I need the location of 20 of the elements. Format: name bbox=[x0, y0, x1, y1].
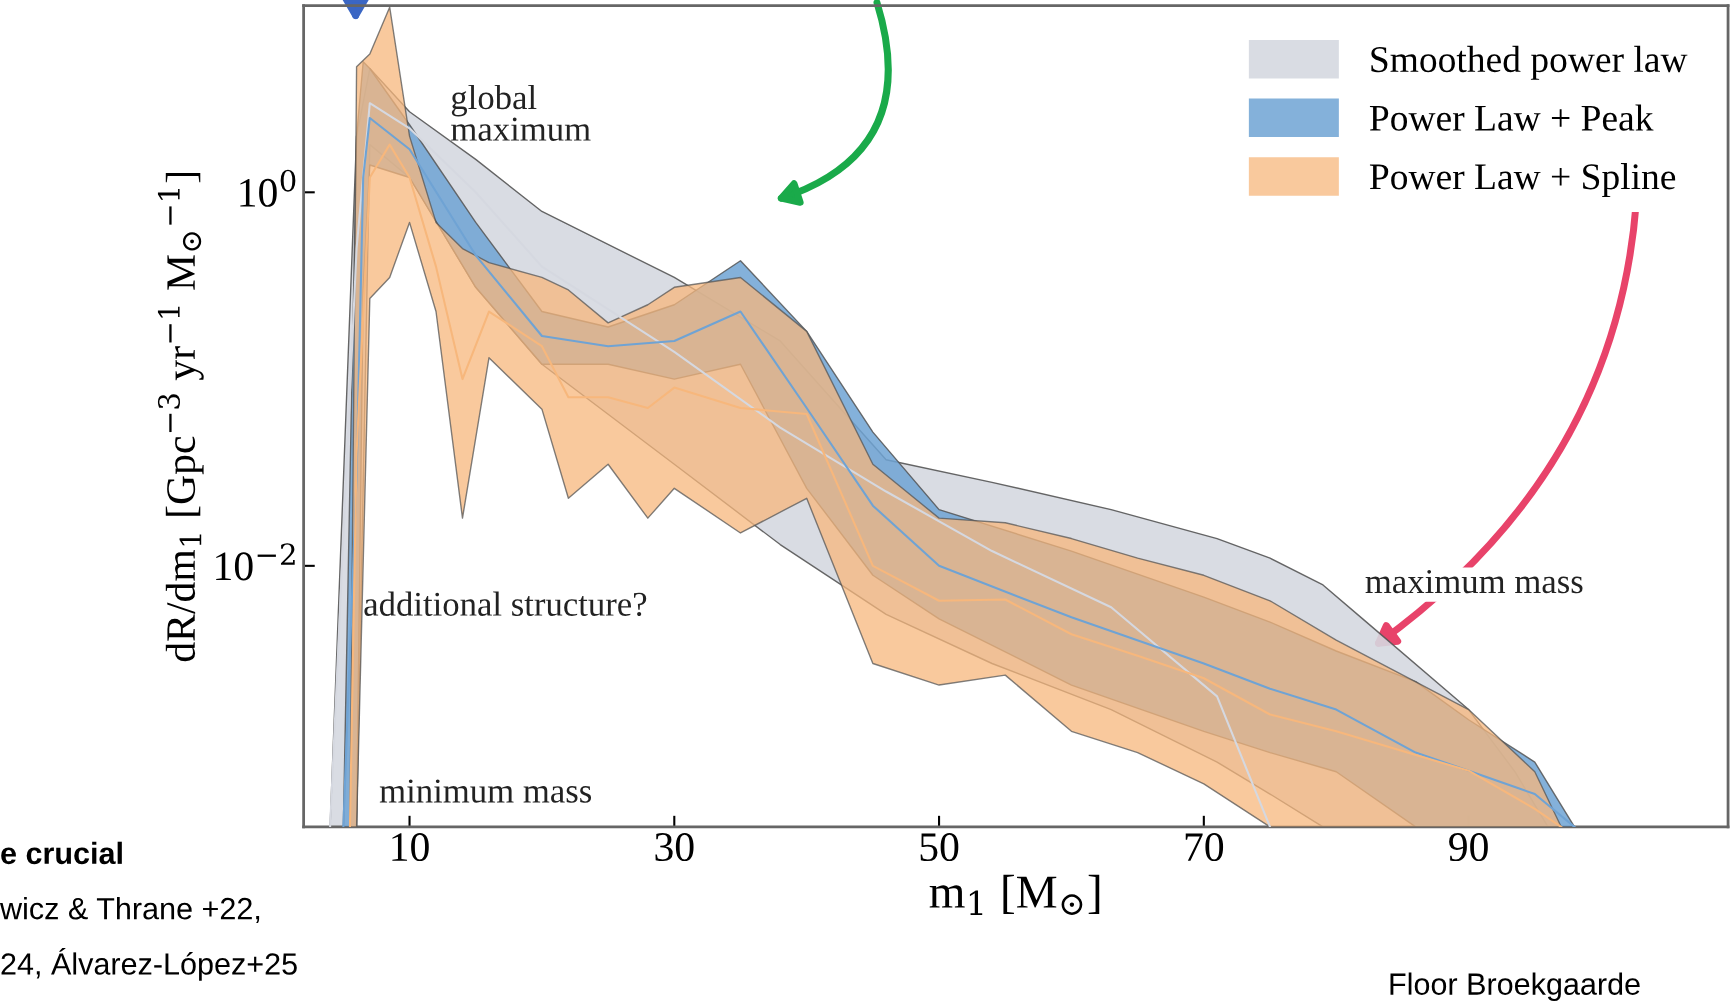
legend-label: Power Law + Peak bbox=[1369, 104, 1654, 131]
y-tick-label: 10$^{0}$ bbox=[240, 169, 296, 207]
x-tick-label: 10 bbox=[392, 833, 429, 862]
annotation: additional structure? bbox=[364, 591, 647, 617]
annotation: global maximum bbox=[451, 84, 591, 141]
legend-label: Smoothed power law bbox=[1371, 45, 1688, 80]
annotation: maximum mass bbox=[1365, 569, 1583, 594]
text: 24, Álvarez-López+25 bbox=[1, 948, 297, 981]
annotation: minimum mass bbox=[379, 779, 592, 803]
x-axis-title: m$_{1}$ [M$_{⊙}$] bbox=[929, 874, 1100, 915]
text: wicz & Thrane +22, bbox=[0, 897, 260, 924]
x-tick-label: 30 bbox=[655, 833, 694, 862]
text: Floor Broekgaarde bbox=[1390, 972, 1640, 1001]
x-tick-label: 70 bbox=[1185, 833, 1224, 862]
text: e crucial bbox=[1, 841, 122, 865]
x-tick-label: 50 bbox=[920, 833, 959, 862]
x-tick-label: 90 bbox=[1449, 833, 1488, 862]
legend-label: Power Law + Spline bbox=[1369, 163, 1676, 198]
y-tick-label: 10$^{−2}$ bbox=[216, 543, 295, 581]
text: dR/dm$_{1}$ [Gpc$^{−3}$ yr$^{−1}$ M$_{⊙}$$^{−1}$] bbox=[157, 172, 204, 662]
